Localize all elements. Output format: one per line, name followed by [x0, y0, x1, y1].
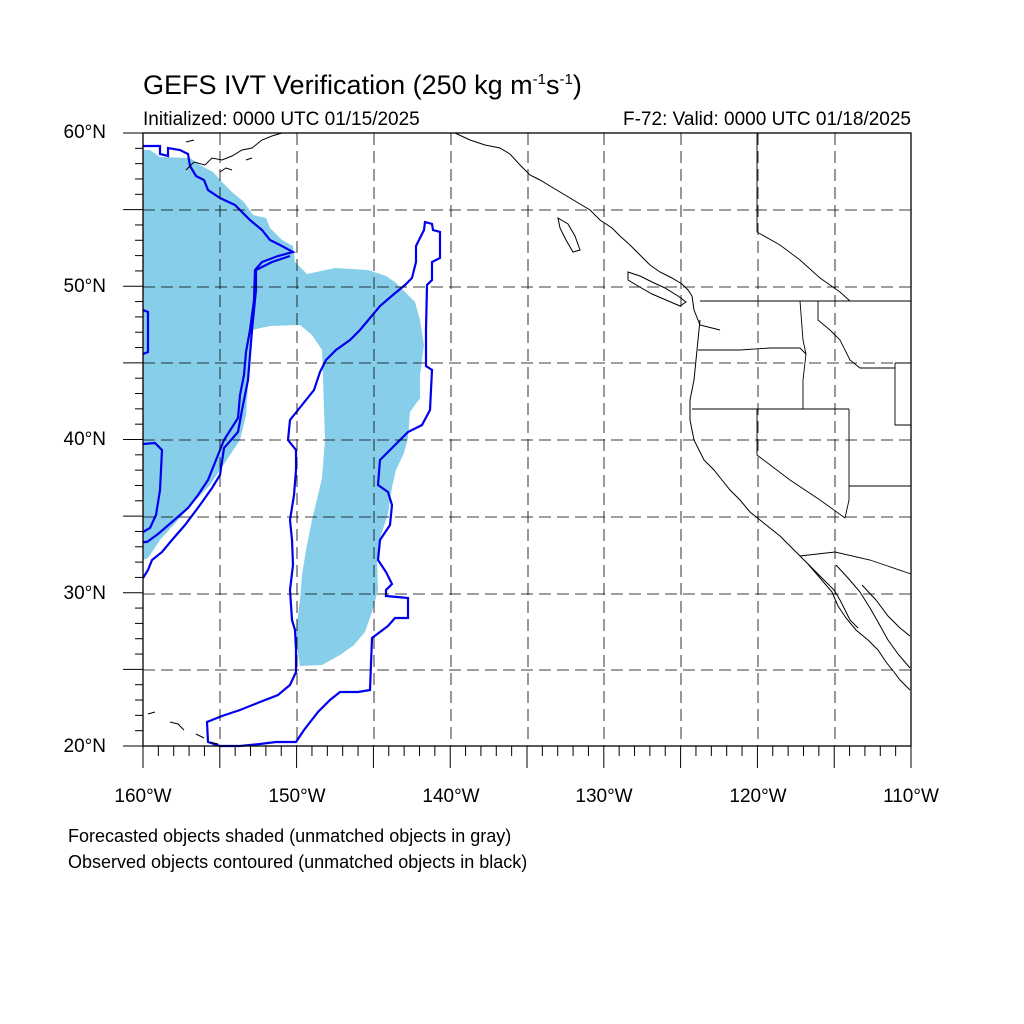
gulf-of-california — [835, 564, 911, 669]
wyoming-border — [894, 362, 911, 426]
forecast-object-west — [143, 150, 424, 666]
idaho-border — [799, 300, 807, 409]
coastlines — [147, 132, 911, 745]
lon-label-140w: 140°W — [422, 786, 480, 807]
lat-label-30: 30°N — [63, 583, 106, 604]
vancouver-island — [627, 271, 687, 307]
baja-california — [807, 563, 911, 691]
washington-oregon-border — [698, 347, 807, 355]
lat-label-40: 40°N — [63, 429, 106, 450]
observed-legend-note: Observed objects contoured (unmatched ob… — [68, 852, 528, 872]
canada-coast — [454, 132, 721, 331]
forecast-objects — [143, 150, 424, 666]
lat-label-50: 50°N — [63, 276, 106, 297]
observed-object-north — [143, 144, 296, 544]
alaska-islands — [185, 139, 253, 173]
forecast-legend-note: Forecasted objects shaded (unmatched obj… — [68, 826, 512, 846]
tick-marks — [123, 132, 912, 768]
observed-object-left-edge-2 — [142, 441, 164, 533]
lon-label-120w: 120°W — [729, 786, 787, 807]
lon-label-150w: 150°W — [268, 786, 326, 807]
lon-label-110w: 110°W — [883, 786, 939, 807]
lon-label-160w: 160°W — [114, 786, 172, 807]
us-west-coast — [689, 319, 859, 629]
lat-label-20: 20°N — [63, 736, 106, 757]
valid-time-label: F-72: Valid: 0000 UTC 01/18/2025 — [623, 109, 911, 130]
montana-border — [817, 301, 895, 369]
nevada-california-border — [756, 409, 846, 519]
grid-lines — [143, 133, 911, 746]
observed-object-central — [205, 220, 442, 748]
hawaii — [147, 711, 219, 745]
political-boundaries — [692, 133, 912, 575]
map-title: GEFS IVT Verification (250 kg m-1s-1) — [143, 70, 582, 100]
haida-gwaii — [557, 216, 581, 253]
observed-object-left-edge — [142, 308, 150, 356]
lon-label-130w: 130°W — [575, 786, 633, 807]
us-mexico-border — [799, 551, 912, 575]
bc-alberta-border — [756, 231, 851, 302]
alaska-coast — [185, 132, 283, 171]
mexico-coast — [861, 584, 911, 637]
lat-label-60: 60°N — [63, 122, 106, 143]
initialized-label: Initialized: 0000 UTC 01/15/2025 — [143, 109, 420, 130]
nevada-arizona-border — [844, 409, 850, 519]
